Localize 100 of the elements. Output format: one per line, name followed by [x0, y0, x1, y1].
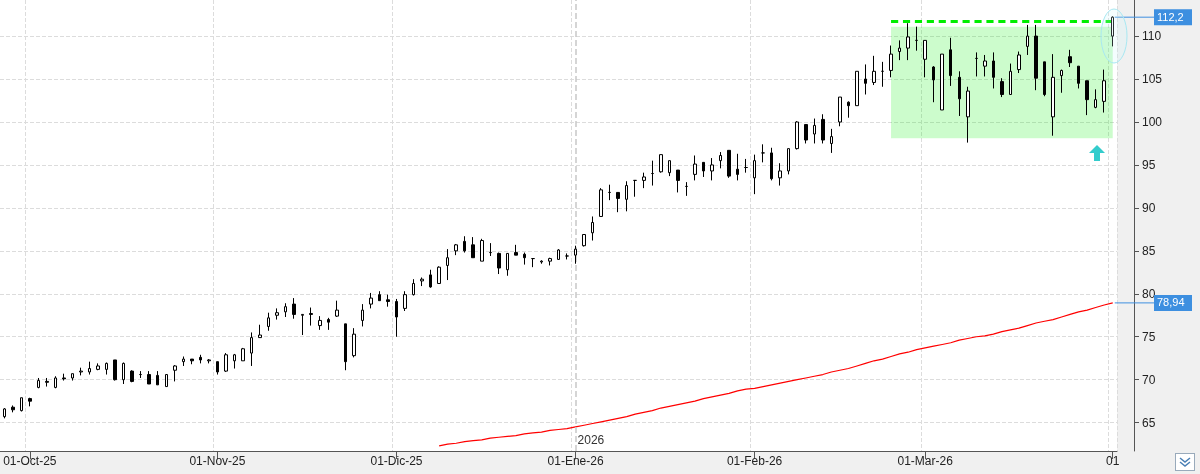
candlestick	[318, 315, 322, 331]
candlestick	[88, 361, 91, 376]
y-tick-label: 110	[1142, 29, 1162, 44]
candlestick	[429, 269, 432, 289]
candlestick	[591, 215, 594, 242]
y-tick-label: 80	[1142, 286, 1156, 301]
candlestick	[292, 297, 296, 320]
candlestick	[480, 238, 484, 262]
candlestick	[668, 160, 671, 177]
candlestick	[1111, 15, 1114, 47]
x-tick-label: 01-Nov-25	[189, 454, 246, 468]
candlestick	[173, 364, 177, 382]
candlestick	[761, 143, 765, 163]
candlestick	[301, 313, 304, 336]
candlestick	[813, 118, 816, 144]
candlestick	[420, 276, 424, 287]
candlestick	[250, 331, 253, 367]
candlestick	[727, 149, 731, 179]
candlestick	[386, 294, 390, 308]
candlestick	[821, 113, 825, 144]
candlestick	[1060, 69, 1063, 94]
x-tick-label: 01-Feb-26	[726, 454, 783, 468]
candlestick	[446, 248, 449, 281]
candlestick	[156, 370, 159, 386]
x-tick-label: 01-Ene-26	[547, 454, 604, 468]
candlestick	[599, 187, 603, 217]
candlestick	[207, 358, 211, 364]
candlestick	[744, 158, 748, 174]
candlestick	[702, 161, 705, 178]
candlestick	[395, 298, 398, 338]
candlestick	[96, 362, 100, 371]
candlestick	[847, 100, 850, 119]
candlestick	[497, 252, 501, 275]
candlestick	[548, 257, 552, 266]
candlestick	[113, 359, 117, 382]
candlestick	[335, 300, 339, 318]
candlestick	[736, 153, 739, 181]
candlestick	[344, 323, 347, 371]
candlestick	[923, 39, 927, 78]
candlestick	[37, 377, 40, 389]
candlestick	[966, 86, 970, 144]
x-tick-label: 01-Oct-25	[3, 454, 57, 468]
candlestick	[454, 243, 458, 256]
candlestick	[676, 169, 680, 193]
candlestick	[915, 26, 918, 52]
candlestick	[608, 184, 611, 201]
candlestick	[71, 373, 74, 382]
candlestick	[1026, 24, 1029, 56]
candlestick	[940, 53, 944, 111]
candlestick	[147, 370, 151, 385]
candlestick	[787, 148, 790, 175]
y-tick-label: 105	[1142, 72, 1163, 87]
y-tick-label: 95	[1142, 157, 1156, 172]
annotation: 112,2	[1157, 10, 1184, 23]
y-tick-label: 85	[1142, 243, 1156, 258]
candlestick	[1017, 51, 1021, 74]
candlestick	[437, 265, 441, 284]
candlestick	[361, 303, 364, 327]
x-tick-label: 01-Dic-25	[370, 454, 423, 468]
candlestick	[983, 54, 987, 77]
candlestick	[557, 248, 560, 260]
candlestick	[770, 147, 773, 181]
candlestick	[949, 37, 952, 87]
candlestick	[1000, 77, 1004, 98]
candlestick	[795, 120, 799, 150]
candlestick	[199, 354, 202, 364]
candlestick	[20, 397, 23, 412]
candlestick	[710, 157, 714, 181]
candlestick	[898, 39, 901, 61]
candlestick	[267, 312, 270, 332]
candlestick	[1102, 69, 1106, 114]
candlestick	[309, 307, 313, 327]
candlestick	[216, 361, 219, 376]
candlestick	[881, 61, 884, 88]
candlestick	[778, 162, 782, 187]
candlestick	[830, 128, 833, 154]
candlestick	[182, 356, 185, 367]
candlestick	[1051, 53, 1055, 137]
candlestick	[506, 252, 509, 277]
candlestick	[1085, 80, 1089, 116]
candlestick	[932, 65, 935, 103]
x-tick-label: 01-Mar-26	[897, 454, 954, 468]
y-tick-label: 100	[1142, 114, 1163, 129]
candlestick	[958, 70, 961, 117]
candlestick	[1094, 88, 1097, 109]
candlestick	[693, 154, 697, 181]
y-tick-label: 65	[1142, 415, 1156, 430]
candlestick	[54, 375, 57, 389]
candlestick	[651, 160, 654, 187]
candlestick	[122, 362, 125, 385]
candlestick	[352, 327, 356, 358]
candlestick	[284, 302, 287, 318]
candlestick	[471, 236, 475, 259]
candlestick	[327, 317, 330, 331]
candlestick	[62, 373, 66, 382]
candlestick	[463, 235, 466, 254]
candlestick	[130, 369, 134, 383]
y-tick-label: 90	[1142, 200, 1156, 215]
y-tick-label: 70	[1142, 372, 1156, 387]
candlestick	[1077, 65, 1080, 89]
